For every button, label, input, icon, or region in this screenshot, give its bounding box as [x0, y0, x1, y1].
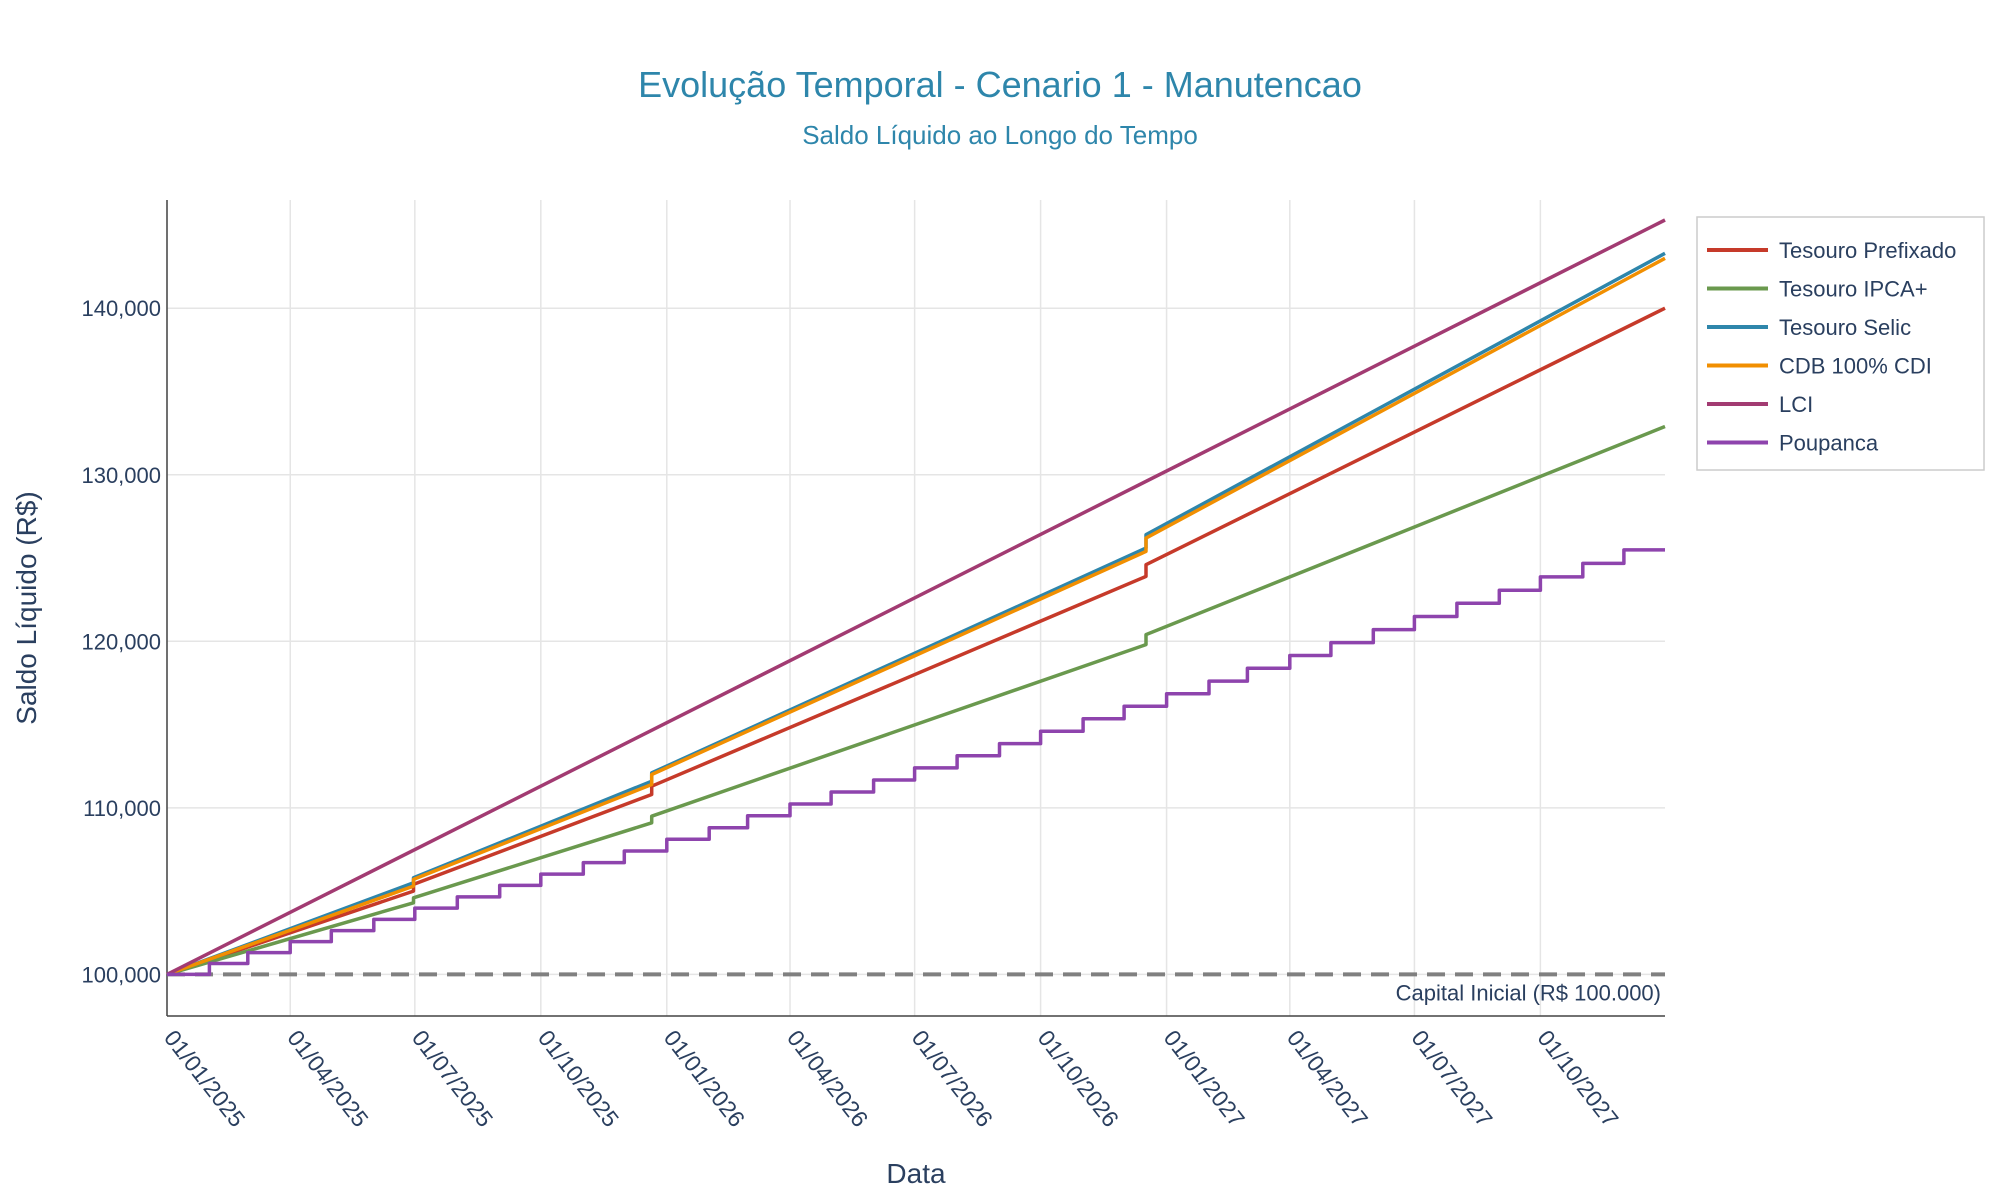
legend-box: [1696, 216, 1985, 471]
x-tick-label: 01/10/2026: [1033, 1025, 1124, 1132]
x-tick-label: 01/07/2027: [1406, 1025, 1497, 1132]
x-tick-label: 01/04/2027: [1282, 1025, 1373, 1132]
y-axis-title: Saldo Líquido (R$): [11, 491, 42, 724]
y-tick-label: 120,000: [81, 629, 161, 654]
y-tick-label: 140,000: [81, 296, 161, 321]
x-tick-label: 01/01/2027: [1159, 1025, 1250, 1132]
x-tick-label: 01/04/2026: [782, 1025, 873, 1132]
x-tick-label: 01/01/2025: [159, 1025, 250, 1132]
x-tick-label: 01/07/2026: [907, 1025, 998, 1132]
series-line-5: [167, 548, 1665, 977]
capital-inicial-label: Capital Inicial (R$ 100.000): [1396, 980, 1661, 1005]
series-line-3: [166, 256, 1666, 977]
legend-label: Tesouro Prefixado: [1779, 238, 1956, 263]
y-tick-label: 100,000: [81, 962, 161, 987]
legend-label: Poupanca: [1779, 431, 1879, 456]
x-tick-label: 01/04/2025: [282, 1025, 373, 1132]
series-line-0: [166, 306, 1666, 977]
x-tick-label: 01/07/2025: [407, 1025, 498, 1132]
series-line-2: [166, 251, 1666, 977]
chart-subtitle: Saldo Líquido ao Longo do Tempo: [802, 120, 1198, 150]
x-tick-label: 01/10/2027: [1532, 1025, 1623, 1132]
chart-title: Evolução Temporal - Cenario 1 - Manutenc…: [638, 64, 1362, 105]
x-tick-label: 01/10/2025: [533, 1025, 624, 1132]
legend-label: LCI: [1779, 392, 1813, 417]
series-line-4: [166, 218, 1666, 976]
y-tick-label: 130,000: [81, 463, 161, 488]
legend-label: Tesouro IPCA+: [1779, 277, 1928, 302]
x-tick-label: 01/01/2026: [659, 1025, 750, 1132]
legend-label: Tesouro Selic: [1779, 315, 1911, 340]
legend-label: CDB 100% CDI: [1779, 354, 1932, 379]
x-axis-title: Data: [886, 1158, 946, 1189]
series-line-1: [166, 424, 1666, 977]
y-tick-label: 110,000: [83, 796, 161, 821]
